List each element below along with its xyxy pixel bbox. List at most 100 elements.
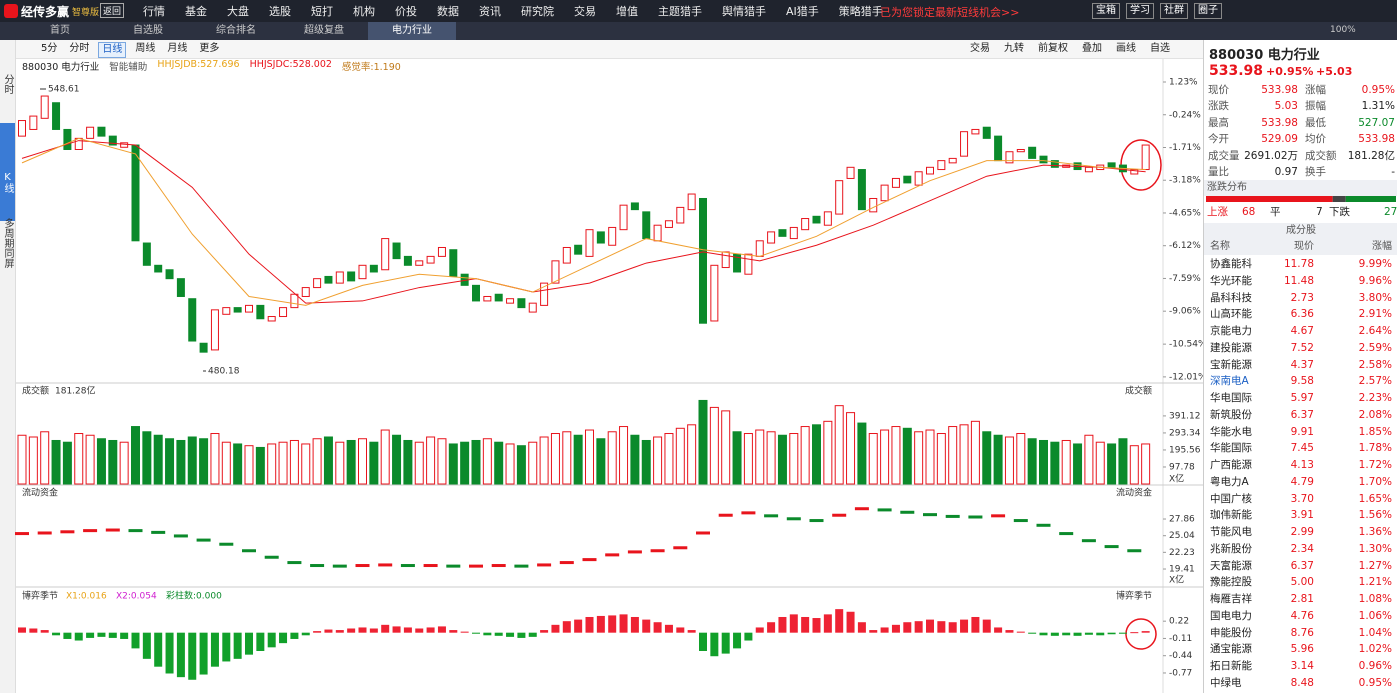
tab[interactable]: 首页 [50, 25, 70, 36]
down-label: 下跌 [1329, 206, 1350, 218]
constituent-row[interactable]: 建投能源 7.52 2.59% [1204, 340, 1397, 356]
osc-bar [755, 627, 764, 633]
constituent-row[interactable]: 晶科科技 2.73 3.80% [1204, 290, 1397, 306]
constituent-row[interactable]: 兆新股份 2.34 1.30% [1204, 541, 1397, 557]
y-tick-label: -0.44 [1169, 651, 1193, 661]
constituent-row[interactable]: 节能风电 2.99 1.36% [1204, 524, 1397, 540]
menu-item[interactable]: 资讯 [479, 5, 501, 18]
menu-item[interactable]: 价投 [395, 5, 417, 18]
osc-bar [199, 632, 208, 675]
constituent-row[interactable]: 中绿电 8.48 0.95% [1204, 675, 1397, 691]
menu-item[interactable]: 舆情猎手 [722, 5, 766, 18]
period-tab[interactable]: 日线 [98, 42, 127, 58]
menu-item[interactable]: AI猎手 [786, 5, 819, 18]
constituent-row[interactable]: 华能水电 9.91 1.85% [1204, 424, 1397, 440]
menu-button[interactable]: 圈子 [1194, 3, 1222, 19]
candle [426, 255, 435, 264]
candle [233, 307, 242, 313]
menu-item[interactable]: 行情 [143, 5, 165, 18]
volume-bar [812, 424, 821, 485]
y-tick-label: -1.71% [1169, 143, 1201, 153]
tool-button[interactable]: 九转 [1004, 43, 1024, 54]
field-label: 振幅 [1305, 100, 1326, 113]
assist[interactable]: 智能辅助 [109, 62, 148, 73]
back-button[interactable]: 返回 [100, 3, 125, 18]
constituent-row[interactable]: 中国广核 3.70 1.65% [1204, 491, 1397, 507]
constituent-row[interactable]: 华能国际 7.45 1.78% [1204, 440, 1397, 456]
constituent-row[interactable]: 天富能源 6.37 1.27% [1204, 558, 1397, 574]
volume-bar [721, 410, 731, 485]
field-label: 现价 [1208, 84, 1229, 96]
candle [256, 304, 265, 320]
period-tab[interactable]: 周线 [135, 43, 156, 54]
constituent-row[interactable]: 广西能源 4.13 1.72% [1204, 457, 1397, 473]
menu-item[interactable]: 策略猎手 [838, 5, 883, 18]
period-tab[interactable]: 分时 [69, 43, 90, 54]
volume-bar [834, 405, 844, 485]
stock-change: 2.91% [1358, 308, 1392, 321]
menu-button[interactable]: 社群 [1160, 3, 1188, 19]
menu-item[interactable]: 选股 [269, 5, 291, 18]
period-tab[interactable]: 更多 [199, 43, 220, 54]
menu-button[interactable]: 学习 [1126, 3, 1154, 19]
constituent-row[interactable]: 粤电力A 4.79 1.70% [1204, 474, 1397, 490]
tab[interactable]: 超级复盘 [304, 25, 344, 36]
menu-item[interactable]: 增值 [616, 5, 638, 18]
constituent-row[interactable]: 新筑股份 6.37 2.08% [1204, 407, 1397, 423]
promo[interactable]: 已为您锁定最新短线机会>> [880, 6, 1020, 19]
menu-item[interactable]: 主题猎手 [658, 5, 702, 18]
constituent-row[interactable]: 豫能控股 5.00 1.21% [1204, 574, 1397, 590]
constituent-row[interactable]: 华电国际 5.97 2.23% [1204, 390, 1397, 406]
menu-item[interactable]: 研究院 [521, 5, 554, 18]
constituent-row[interactable]: 深南电A 9.58 2.57% [1204, 373, 1397, 389]
constituent-row[interactable]: 山高环能 6.36 2.91% [1204, 306, 1397, 322]
stock-change: 1.30% [1358, 542, 1392, 555]
menu-button[interactable]: 宝箱 [1092, 3, 1120, 19]
constituent-row[interactable]: 珈伟新能 3.91 1.56% [1204, 507, 1397, 523]
constituent-row[interactable]: 协鑫能科 11.78 9.99% [1204, 256, 1397, 272]
tab[interactable]: 电力行业 [368, 22, 456, 40]
tab[interactable]: 自选股 [133, 25, 163, 36]
constituent-row[interactable]: 京能电力 4.67 2.64% [1204, 323, 1397, 339]
tab[interactable]: 综合排名 [216, 25, 256, 36]
period-tab[interactable]: 5分 [41, 43, 58, 54]
pane-title: 流动资金 [22, 487, 58, 499]
side-tab[interactable]: 多周期同屏 [2, 217, 13, 268]
stock-price: 4.67 [1290, 325, 1314, 338]
osc-bar [154, 632, 163, 667]
field-value: 533.98 [1261, 116, 1298, 129]
constituent-row[interactable]: 申能股份 8.76 1.04% [1204, 625, 1397, 641]
constituent-row[interactable]: 梅雁吉祥 2.81 1.08% [1204, 591, 1397, 607]
up-count: 68 [1242, 206, 1256, 218]
constituent-row[interactable]: 宝新能源 4.37 2.58% [1204, 357, 1397, 373]
osc-bar [812, 618, 821, 633]
constituent-row[interactable]: 国电电力 4.76 1.06% [1204, 608, 1397, 624]
menu-item[interactable]: 基金 [185, 5, 207, 18]
volume-bar [880, 429, 890, 485]
candle [653, 224, 662, 242]
menu-item[interactable]: 大盘 [227, 5, 249, 18]
volume-bar [312, 438, 322, 485]
tool-button[interactable]: 交易 [970, 43, 990, 54]
candle [324, 275, 333, 284]
constituent-row[interactable]: 通宝能源 5.96 1.02% [1204, 641, 1397, 657]
osc-bar [1028, 632, 1037, 634]
menu-item[interactable]: 短打 [311, 5, 333, 18]
osc-bar [494, 632, 503, 636]
side-tab[interactable]: K线 [0, 123, 15, 221]
period-tab[interactable]: 月线 [167, 43, 188, 54]
menu-item[interactable]: 机构 [353, 5, 375, 18]
constituent-row[interactable]: 拓日新能 3.14 0.96% [1204, 658, 1397, 674]
constituent-row[interactable]: 华光环能 11.48 9.96% [1204, 273, 1397, 289]
volume-bar [755, 429, 765, 485]
tool-button[interactable]: 叠加 [1082, 43, 1102, 54]
menu-item[interactable]: 交易 [574, 5, 596, 18]
menu-item[interactable]: 数据 [437, 5, 459, 18]
candle [347, 271, 356, 282]
stock-name: 京能电力 [1210, 325, 1252, 338]
tool-button[interactable]: 前复权 [1038, 43, 1068, 54]
tool-button[interactable]: 自选 [1150, 43, 1170, 54]
tool-button[interactable]: 画线 [1116, 43, 1136, 54]
side-tab[interactable]: 分时 [2, 74, 13, 94]
